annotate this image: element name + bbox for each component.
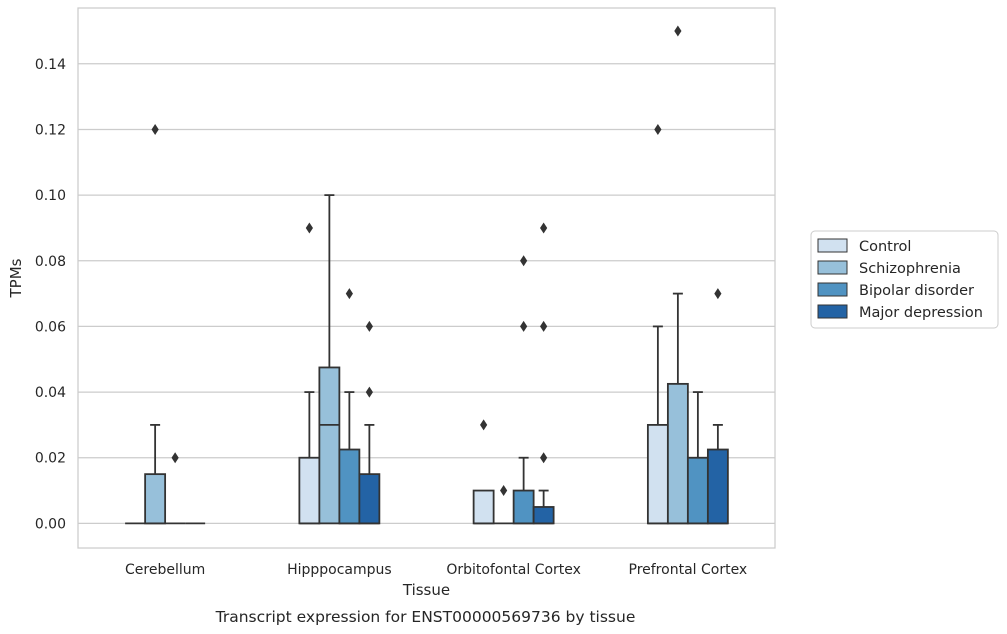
x-axis-label: Tissue xyxy=(402,581,450,599)
x-tick-label: Prefrontal Cortex xyxy=(629,562,748,578)
y-tick-label: 0.06 xyxy=(35,319,66,335)
box-body xyxy=(512,489,535,525)
box xyxy=(646,123,669,525)
y-tick-labels: 0.00 0.02 0.04 0.06 0.08 0.10 0.12 0.14 xyxy=(35,57,66,533)
box-body xyxy=(666,382,689,525)
outlier-point xyxy=(540,222,548,234)
y-tick-label: 0.14 xyxy=(35,57,66,73)
legend-swatch xyxy=(817,282,848,297)
outlier-point xyxy=(654,123,662,135)
y-axis-label: TPMs xyxy=(7,258,25,298)
outlier-point xyxy=(171,452,179,464)
outlier-point xyxy=(365,320,373,332)
outlier-point xyxy=(345,288,353,300)
x-tick-label: Orbitofontal Cortex xyxy=(446,562,581,578)
chart-caption: Transcript expression for ENST0000056973… xyxy=(215,608,636,626)
box xyxy=(666,25,689,525)
box-body xyxy=(144,473,167,525)
box-body xyxy=(298,456,321,525)
x-tick-label: Hipppocampus xyxy=(287,562,392,578)
y-tick-label: 0.12 xyxy=(35,122,66,138)
plot-area xyxy=(125,25,729,525)
box xyxy=(165,452,186,525)
box xyxy=(686,391,709,525)
legend-label: Control xyxy=(859,239,911,255)
legend-swatch xyxy=(817,238,848,253)
box-body xyxy=(686,456,709,525)
box-body xyxy=(532,506,555,525)
y-tick-label: 0.08 xyxy=(35,254,66,270)
x-tick-label: Cerebellum xyxy=(125,562,205,578)
plot-frame xyxy=(77,7,776,549)
outlier-point xyxy=(365,386,373,398)
x-tick-labels: Cerebellum Hipppocampus Orbitofontal Corte… xyxy=(125,562,747,578)
legend-label: Schizophrenia xyxy=(859,261,961,277)
outlier-point xyxy=(500,485,508,497)
outlier-point xyxy=(714,288,722,300)
box xyxy=(358,320,381,525)
legend-swatch xyxy=(817,260,848,275)
outlier-point xyxy=(151,123,159,135)
box xyxy=(298,222,321,525)
box xyxy=(338,288,361,525)
legend-swatch xyxy=(817,304,848,319)
box xyxy=(512,255,535,525)
series-bipolar-disorder xyxy=(165,255,709,525)
outlier-point xyxy=(520,255,528,267)
y-tick-label: 0.10 xyxy=(35,188,66,204)
series-schizophrenia xyxy=(144,25,689,525)
box-body xyxy=(706,448,729,525)
outlier-point xyxy=(520,320,528,332)
gridlines xyxy=(78,63,775,525)
y-tick-label: 0.02 xyxy=(35,451,66,467)
legend-label: Bipolar disorder xyxy=(859,283,974,299)
outlier-point xyxy=(540,320,548,332)
outlier-point xyxy=(540,452,548,464)
legend-label: Major depression xyxy=(859,305,983,321)
box xyxy=(144,123,167,525)
series-control xyxy=(125,123,669,525)
box xyxy=(472,419,495,525)
box-body xyxy=(358,473,381,525)
box-body xyxy=(338,448,361,525)
box xyxy=(706,288,729,525)
box-body xyxy=(646,423,669,525)
y-tick-label: 0.04 xyxy=(35,385,66,401)
legend: Control Schizophrenia Bipolar disorder Majo… xyxy=(810,230,999,329)
box-body xyxy=(318,366,341,525)
legend-frame xyxy=(810,230,999,329)
outlier-point xyxy=(480,419,488,431)
series-major-depression xyxy=(185,222,729,525)
outlier-point xyxy=(674,25,682,37)
box xyxy=(318,194,341,525)
box-body xyxy=(472,489,495,525)
outlier-point xyxy=(305,222,313,234)
box xyxy=(493,485,514,525)
y-tick-label: 0.00 xyxy=(35,516,66,532)
box xyxy=(532,222,555,525)
